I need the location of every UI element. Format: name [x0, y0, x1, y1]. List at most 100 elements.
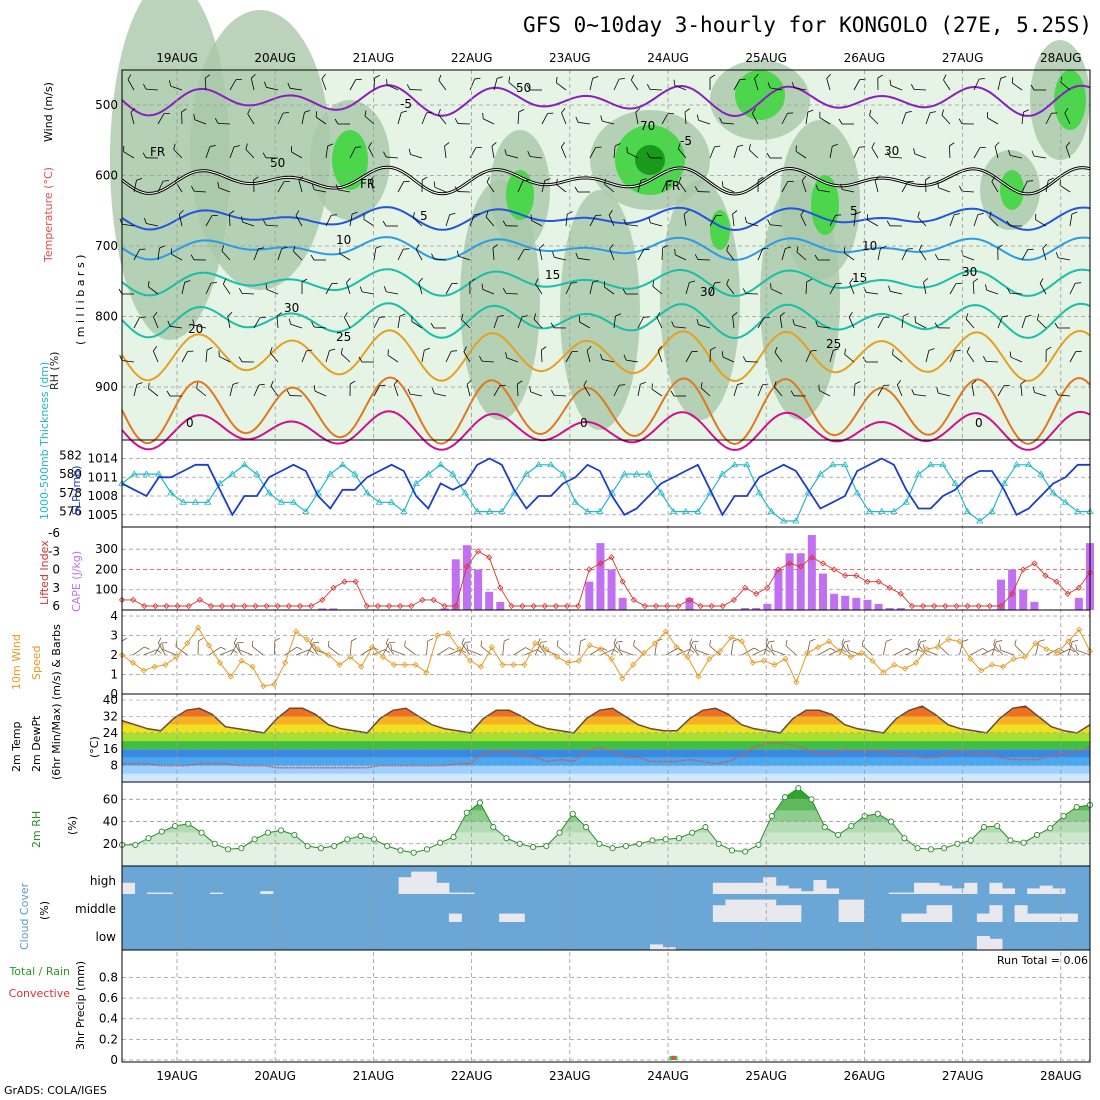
surface-barb-staff — [208, 646, 221, 656]
wind-barb-flag — [148, 382, 150, 389]
wind-barb — [958, 118, 975, 125]
thickness-point — [853, 489, 861, 496]
wind-barb — [288, 318, 303, 329]
rh-point — [490, 824, 497, 831]
surface-barb-flag — [525, 647, 531, 651]
thickness-point — [694, 507, 702, 515]
surface-barb-staff — [233, 642, 242, 656]
cloud-gap-cell — [788, 905, 802, 922]
thickness-point — [767, 507, 776, 515]
wind-barb-flag — [474, 77, 481, 80]
wind-barb-flag — [547, 112, 554, 114]
wind-barb — [421, 347, 430, 363]
wind-barb-staff — [325, 350, 330, 363]
cape-ylabel-li: Lifted Index — [38, 540, 51, 605]
rh-point — [742, 848, 749, 855]
isotherm-35 — [121, 410, 1091, 452]
wind-barb-staff — [674, 326, 687, 329]
precip-ylabel-1: Total / Rain — [8, 965, 70, 978]
wind-barb — [229, 145, 240, 159]
wind-barb-flag — [408, 148, 411, 155]
wind-barb — [917, 211, 927, 227]
wind-barb — [589, 280, 599, 295]
wind-barb-flag — [530, 214, 532, 221]
wind-barb-flag — [619, 384, 626, 386]
wind-barb — [987, 112, 999, 125]
wind-barb-flag — [1009, 351, 1012, 358]
surface-wind-barb — [578, 638, 586, 656]
surface-barb-staff — [219, 649, 234, 656]
thickness-point — [338, 460, 347, 468]
precip-ytick-label: 0 — [110, 1053, 118, 1067]
li-point — [653, 602, 660, 610]
wind-barb-flag — [982, 356, 987, 362]
surface-barb-flag — [251, 640, 254, 647]
wind-barb-flag — [482, 112, 484, 119]
wind-barb — [491, 142, 497, 159]
wind-barb — [517, 109, 525, 125]
wind-barb-staff — [530, 156, 543, 159]
wind-barb-staff — [173, 149, 183, 159]
wind-barb-flag — [497, 315, 504, 318]
li-point — [196, 596, 203, 603]
wind-barb — [997, 244, 1003, 261]
wind-barb-flag — [209, 145, 216, 148]
cape-bar — [841, 595, 850, 610]
wind-barb-flag — [667, 113, 674, 115]
wind-barb-flag — [143, 217, 147, 224]
wind-barb — [431, 387, 447, 397]
cloud-gap-cell — [939, 905, 953, 922]
li-point — [1031, 560, 1038, 567]
wind-barb-flag — [311, 321, 315, 328]
wind-barb — [339, 247, 351, 261]
wind-barb — [623, 354, 639, 363]
wind-barb-flag — [763, 317, 770, 319]
wind-barb-flag — [979, 78, 985, 80]
li-point — [474, 548, 482, 555]
precip-ylabel-3: 3hr Precip (mm) — [74, 961, 87, 1050]
wind-barb — [801, 175, 807, 193]
wind-barb — [556, 178, 567, 193]
wind-barb-flag — [1075, 282, 1082, 284]
temp-bands — [122, 706, 1090, 782]
rh2m-ylabel: 2m RH — [30, 811, 43, 848]
cape-ylabel-cape: CAPE (J/kg) — [70, 551, 83, 612]
wind-ylabel-2: Speed — [30, 646, 43, 680]
wind-barb — [609, 243, 615, 261]
wind-barb-flag — [344, 312, 348, 318]
wind-ylabels: 10m Wind Speed (m/s) & Barbs — [10, 624, 63, 700]
isotherm-label: FR — [360, 177, 375, 191]
cape-bar — [996, 579, 1005, 610]
surface-barb-staff — [328, 646, 340, 656]
wind-barb-staff — [819, 390, 831, 397]
wind-barb-staff — [228, 213, 231, 227]
wind-barb — [888, 285, 903, 295]
wind-barb — [222, 278, 231, 295]
surface-barb-staff — [772, 649, 786, 656]
wind-barb-flag — [971, 380, 977, 385]
wind-barb-staff — [829, 350, 834, 363]
temp-ylabel-1: 2m Temp — [10, 721, 23, 772]
isotherm-label: 30 — [700, 285, 715, 299]
wind-ylabel-1: 10m Wind — [10, 634, 23, 690]
wind-barb — [445, 282, 458, 295]
wind-barb-flag — [806, 278, 812, 283]
rh-point — [264, 829, 271, 836]
isotherm-label: 10 — [862, 239, 877, 253]
wind-barb-staff — [794, 87, 807, 91]
wind-barb-staff — [1058, 257, 1071, 261]
li-point — [942, 602, 949, 610]
wind-barb-flag — [1055, 252, 1059, 258]
rh-point — [238, 845, 245, 852]
wind-barb — [726, 278, 735, 295]
wind-barb-staff — [458, 255, 471, 261]
wind-barb-flag — [691, 350, 698, 352]
surface-barb-flag — [938, 639, 941, 646]
wind-barb-staff — [1012, 82, 1023, 91]
wind-barb — [382, 220, 398, 227]
upper-ytick-label: 600 — [95, 169, 118, 183]
cloud-gap-cell — [1039, 885, 1053, 894]
wind-barb-flag — [867, 214, 869, 221]
wind-barb-flag — [923, 277, 929, 283]
wind-barb-flag — [529, 386, 532, 392]
